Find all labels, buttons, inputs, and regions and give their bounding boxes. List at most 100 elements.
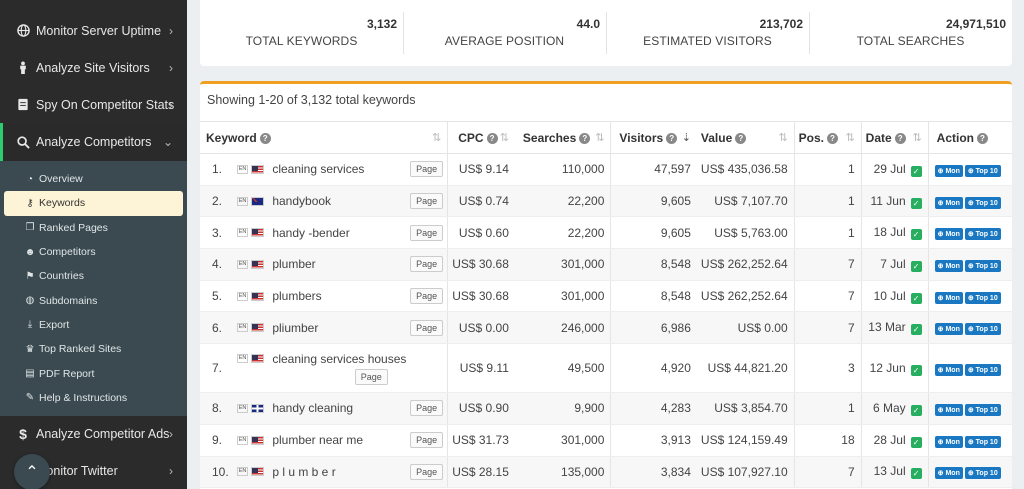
check-icon: ✓	[910, 260, 922, 272]
sort-icon[interactable]: ⇅	[431, 132, 442, 144]
position-cell: 1	[794, 185, 862, 218]
col-action: Action?	[928, 121, 1012, 154]
page-button[interactable]: Page	[410, 224, 444, 241]
keyword-line: EN plumber near me	[236, 433, 364, 448]
top10-button[interactable]: ⊕ Top 10	[964, 196, 1001, 209]
keyword-text[interactable]: handy -bender	[272, 225, 350, 240]
col-keyword[interactable]: Keyword? ⇅	[200, 121, 449, 154]
locale-flags: EN	[236, 291, 265, 301]
action-cell: ⊕ Mon ⊕ Top 10	[928, 343, 1012, 394]
col-visitors[interactable]: Visitors? ⇣	[610, 121, 697, 154]
monitor-button[interactable]: ⊕ Mon	[934, 323, 963, 336]
nav-spy-on-competitor-stats[interactable]: Spy On Competitor Stats ›	[0, 86, 187, 123]
monitor-button[interactable]: ⊕ Mon	[934, 164, 963, 177]
lightbulb-icon: ✎	[25, 392, 35, 404]
sort-icon[interactable]: ⇅	[845, 132, 855, 144]
help-icon[interactable]: ?	[579, 132, 591, 144]
top10-button[interactable]: ⊕ Top 10	[964, 323, 1001, 336]
help-icon[interactable]: ?	[735, 132, 747, 144]
top10-button[interactable]: ⊕ Top 10	[964, 403, 1001, 416]
monitor-button[interactable]: ⊕ Mon	[934, 259, 963, 272]
page-button[interactable]: Page	[410, 161, 444, 178]
action-cell: ⊕ Mon ⊕ Top 10	[928, 248, 1012, 281]
page-button[interactable]: Page	[410, 319, 444, 336]
row-index: 9.	[200, 424, 233, 457]
monitor-button[interactable]: ⊕ Mon	[934, 363, 963, 376]
monitor-button[interactable]: ⊕ Mon	[934, 291, 963, 304]
language-badge: EN	[236, 164, 249, 174]
sub-item-subdomains[interactable]: ◍ Subdomains	[4, 288, 183, 312]
keyword-text[interactable]: cleaning services	[272, 162, 365, 177]
scroll-top-button[interactable]: ⌃	[14, 454, 50, 489]
sort-icon[interactable]: ⇅	[499, 132, 509, 144]
check-icon: ✓	[910, 165, 922, 177]
row-index: 3.	[200, 216, 233, 250]
page-button[interactable]: Page	[410, 193, 444, 210]
top10-button[interactable]: ⊕ Top 10	[964, 467, 1001, 480]
sub-item-overview[interactable]: ◔ Overview	[4, 167, 183, 191]
sub-item-help[interactable]: ✎ Help & Instructions	[4, 386, 183, 410]
monitor-button[interactable]: ⊕ Mon	[934, 196, 963, 209]
page-button[interactable]: Page	[410, 256, 444, 273]
col-date[interactable]: Date? ⇅	[861, 121, 929, 154]
keyword-text[interactable]: plumber	[272, 257, 316, 272]
col-label: Keyword	[206, 130, 257, 145]
keyword-line: EN cleaning services	[236, 162, 365, 177]
top10-button[interactable]: ⊕ Top 10	[964, 435, 1001, 448]
monitor-button[interactable]: ⊕ Mon	[934, 403, 963, 416]
sub-item-export[interactable]: ⤓ Export	[4, 313, 183, 337]
sub-item-pdf-report[interactable]: ▤ PDF Report	[4, 361, 183, 385]
help-icon[interactable]: ?	[486, 132, 498, 144]
help-icon[interactable]: ?	[977, 132, 988, 144]
col-pos[interactable]: Pos.? ⇅	[794, 121, 862, 154]
keyword-text[interactable]: p l u m b e r	[272, 464, 336, 479]
page-button[interactable]: Page	[410, 432, 444, 449]
monitor-button[interactable]: ⊕ Mon	[934, 467, 963, 480]
date-cell: 10 Jul ✓	[861, 280, 929, 313]
row-index: 6.	[200, 311, 233, 345]
date-text: 28 Jul	[873, 432, 906, 447]
monitor-button[interactable]: ⊕ Mon	[934, 228, 963, 241]
help-icon[interactable]: ?	[666, 132, 678, 144]
sort-icon[interactable]: ⇅	[912, 132, 922, 144]
sort-desc-icon[interactable]: ⇣	[681, 132, 691, 144]
chevron-right-icon: ›	[169, 97, 173, 112]
cpc-cell: US$ 0.60	[447, 216, 515, 250]
nav-monitor-twitter[interactable]: Monitor Twitter ›	[0, 453, 187, 489]
keyword-text[interactable]: plumber near me	[272, 433, 364, 448]
col-value[interactable]: Value? ⇅	[696, 121, 795, 154]
monitor-label: Mon	[945, 294, 960, 302]
top10-button[interactable]: ⊕ Top 10	[964, 228, 1001, 241]
nav-monitor-server-uptime[interactable]: Monitor Server Uptime ›	[0, 12, 187, 49]
sort-icon[interactable]: ⇅	[595, 132, 605, 144]
date-cell: 28 Jul ✓	[861, 424, 929, 457]
help-icon[interactable]: ?	[827, 132, 838, 144]
keyword-text[interactable]: handybook	[272, 194, 332, 209]
nav-analyze-competitors[interactable]: Analyze Competitors ⌄	[0, 123, 187, 161]
sub-item-top-ranked-sites[interactable]: ♛ Top Ranked Sites	[4, 337, 183, 361]
page-button[interactable]: Page	[354, 368, 388, 385]
top10-button[interactable]: ⊕ Top 10	[964, 363, 1001, 376]
page-button[interactable]: Page	[410, 463, 444, 480]
sub-item-competitors[interactable]: ☻ Competitors	[4, 240, 183, 264]
top10-button[interactable]: ⊕ Top 10	[964, 164, 1001, 177]
sort-icon[interactable]: ⇅	[778, 132, 788, 144]
help-icon[interactable]: ?	[259, 132, 271, 144]
top10-button[interactable]: ⊕ Top 10	[964, 291, 1001, 304]
nav-analyze-competitor-ads[interactable]: $ Analyze Competitor Ads ›	[0, 416, 187, 453]
keyword-text[interactable]: plumbers	[272, 289, 322, 304]
page-button[interactable]: Page	[410, 400, 444, 417]
monitor-button[interactable]: ⊕ Mon	[934, 435, 963, 448]
page-button[interactable]: Page	[410, 288, 444, 305]
sub-item-ranked-pages[interactable]: ❐ Ranked Pages	[4, 216, 183, 240]
col-searches[interactable]: Searches? ⇅	[514, 121, 612, 154]
top10-button[interactable]: ⊕ Top 10	[964, 259, 1001, 272]
sub-item-countries[interactable]: ⚑ Countries	[4, 264, 183, 288]
keyword-text[interactable]: cleaning services houses	[272, 351, 407, 366]
keyword-text[interactable]: handy cleaning	[272, 401, 354, 416]
col-cpc[interactable]: CPC? ⇅	[447, 121, 515, 154]
keyword-text[interactable]: pliumber	[272, 320, 319, 335]
nav-analyze-site-visitors[interactable]: Analyze Site Visitors ›	[0, 49, 187, 86]
sub-item-keywords[interactable]: ⚷ Keywords	[4, 191, 183, 216]
help-icon[interactable]: ?	[894, 132, 906, 144]
